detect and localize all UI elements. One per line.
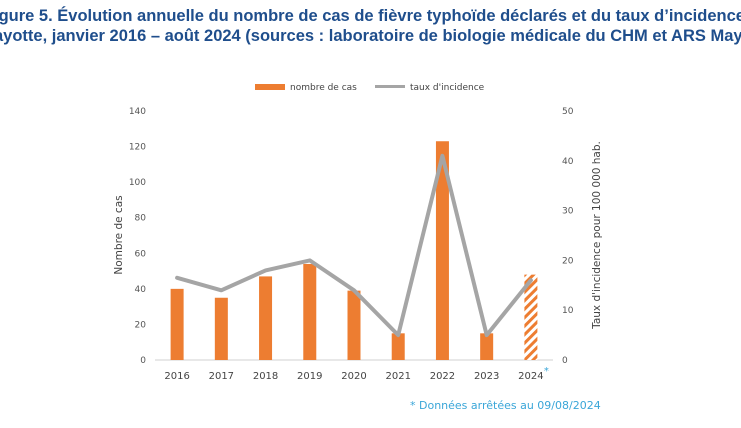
chart-title: igure 5. Évolution annuelle du nombre de… (0, 6, 741, 46)
x-tick-label: 2024 (518, 371, 543, 382)
x-tick-label: 2021 (385, 371, 410, 382)
x-tick-label: 2023 (474, 371, 499, 382)
y2-tick-label: 20 (562, 256, 574, 266)
x-tick-label: 2018 (253, 371, 278, 382)
data-cutoff-note: * Données arrêtées au 09/08/2024 (410, 399, 601, 412)
y2-tick-label: 10 (562, 306, 574, 316)
bar-2020 (347, 290, 361, 360)
y-axis-label: Nombre de cas (113, 195, 125, 274)
incidence-point-2022 (441, 154, 444, 157)
y-tick-label: 120 (129, 143, 146, 153)
legend-label-line: taux d'incidence (410, 83, 485, 93)
y-tick-label: 0 (140, 356, 146, 366)
bar-2016 (170, 288, 184, 360)
bar-2017 (214, 297, 228, 360)
legend-swatch-bar (255, 84, 285, 90)
bar-2024 (524, 274, 538, 360)
bar-2022 (435, 141, 449, 360)
incidence-point-2016 (176, 276, 179, 279)
x-tick-label: 2020 (341, 371, 366, 382)
y2-tick-label: 50 (562, 107, 574, 117)
y2-tick-label: 30 (562, 207, 574, 217)
y2-tick-label: 40 (562, 157, 574, 167)
y-tick-label: 140 (129, 107, 146, 117)
y2-axis-label: Taux d'incidence pour 100 000 hab. (591, 141, 603, 330)
x-tick-label: 2022 (430, 371, 455, 382)
x-tick-label: 2017 (209, 371, 234, 382)
x-tick-label: 2016 (164, 371, 189, 382)
bar-2018 (259, 276, 273, 360)
y-tick-label: 40 (135, 285, 147, 295)
x-tick-label: 2019 (297, 371, 322, 382)
bar-2021 (391, 333, 405, 360)
chart-title-line2: ayotte, janvier 2016 – août 2024 (source… (0, 27, 741, 45)
y-tick-label: 100 (129, 178, 146, 188)
incidence-point-2023 (485, 334, 488, 337)
legend: nombre de cas taux d'incidence (255, 83, 485, 93)
incidence-point-2020 (353, 289, 355, 292)
incidence-point-2024 (529, 279, 532, 282)
legend-label-bar: nombre de cas (290, 83, 357, 93)
incidence-point-2019 (308, 259, 311, 262)
incidence-point-2021 (397, 334, 400, 337)
incidence-point-2017 (220, 289, 223, 292)
bar-2023 (480, 333, 494, 360)
y2-tick-label: 0 (562, 356, 568, 366)
legend-swatch-line (375, 85, 405, 88)
y-tick-label: 80 (135, 214, 147, 224)
y-tick-label: 20 (135, 320, 147, 330)
bar-2019 (303, 263, 317, 360)
y-tick-label: 60 (135, 249, 147, 259)
x-tick-asterisk: * (544, 366, 549, 377)
incidence-point-2018 (264, 269, 267, 272)
chart-title-line1: igure 5. Évolution annuelle du nombre de… (0, 7, 741, 25)
